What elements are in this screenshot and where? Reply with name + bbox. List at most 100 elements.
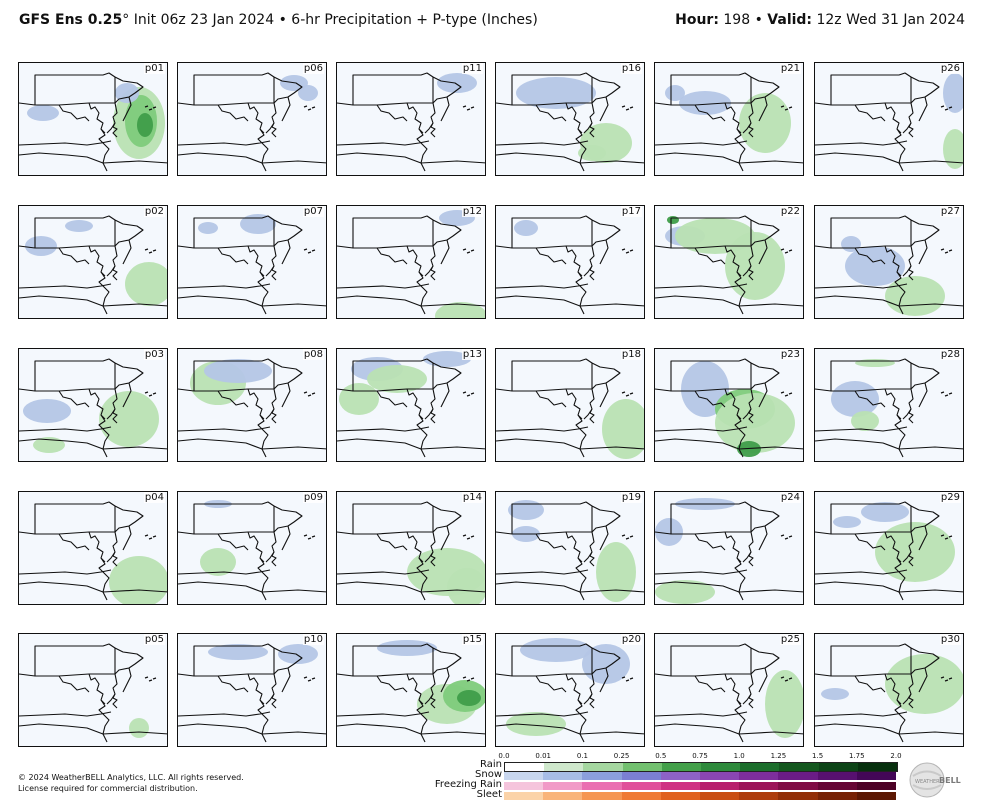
- boundary-line: [734, 271, 746, 315]
- init-time: Init 06z 23 Jan 2024: [133, 12, 275, 28]
- island-mark: [307, 394, 312, 397]
- boundary-line: [217, 104, 249, 122]
- boundary-line: [406, 245, 424, 277]
- weatherbell-logo: WEATHER BELL: [909, 762, 961, 798]
- island-mark: [940, 391, 945, 394]
- boundary-line: [122, 667, 132, 693]
- island-mark: [303, 105, 308, 108]
- rain-area: [137, 113, 153, 137]
- rain-area: [655, 580, 715, 604]
- legend-swatch: [504, 792, 544, 800]
- boundary-line: [257, 557, 269, 601]
- member-map-p01: p01: [18, 62, 168, 176]
- boundary-line: [19, 531, 36, 535]
- member-map-p12: p12: [336, 205, 486, 319]
- legend-swatch: [700, 792, 740, 800]
- boundary-line: [58, 533, 90, 551]
- member-map-svg: [337, 210, 485, 318]
- boundary-line: [738, 160, 803, 164]
- boundary-line: [694, 247, 726, 265]
- boundary-line: [742, 102, 754, 134]
- member-map-svg: [19, 358, 167, 458]
- boundary-line: [591, 219, 621, 247]
- member-label: p07: [302, 206, 324, 217]
- island-mark: [944, 537, 949, 540]
- boundary-line: [742, 673, 754, 705]
- boundary-line: [655, 102, 672, 106]
- legend-swatch: [582, 772, 622, 780]
- boundary-line: [261, 303, 326, 307]
- rain-area: [602, 399, 644, 459]
- member-map-p22: p22: [654, 205, 804, 319]
- logo-prefix: WEATHER: [915, 779, 940, 785]
- boundary-line: [337, 283, 430, 289]
- boundary-line: [337, 102, 354, 106]
- boundary-line: [440, 239, 450, 265]
- boundary-line: [261, 731, 326, 735]
- legend-swatch: [543, 782, 583, 790]
- boundary-line: [918, 96, 928, 122]
- boundary-line: [724, 673, 742, 705]
- boundary-line: [694, 104, 726, 122]
- member-label: p19: [620, 492, 642, 503]
- boundary-line: [854, 390, 886, 408]
- member-label: p03: [143, 349, 165, 360]
- island-mark: [466, 251, 471, 254]
- boundary-line: [19, 140, 112, 146]
- member-label: p12: [461, 206, 483, 217]
- boundary-line: [583, 102, 595, 134]
- island-mark: [788, 535, 793, 538]
- boundary-line: [565, 388, 583, 420]
- member-label: p13: [461, 349, 483, 360]
- legend-swatch: [856, 772, 897, 780]
- rain-area: [447, 568, 485, 604]
- boundary-line: [406, 102, 424, 134]
- boundary-line: [337, 531, 354, 535]
- boundary-line: [178, 723, 263, 735]
- boundary-line: [535, 533, 567, 551]
- boundary-line: [114, 76, 144, 104]
- member-map-svg: [178, 72, 326, 172]
- island-mark: [311, 106, 316, 109]
- boundary-line: [261, 589, 326, 593]
- boundary-line: [416, 699, 428, 743]
- member-map-svg: [496, 638, 644, 743]
- boundary-line: [496, 295, 581, 307]
- boundary-line: [738, 303, 803, 307]
- member-label: p26: [939, 63, 961, 74]
- map-title: GFS Ens 0.25° Init 06z 23 Jan 2024 • 6-h…: [19, 12, 538, 28]
- member-label: p24: [779, 492, 801, 503]
- member-map-svg: [655, 72, 803, 172]
- boundary-line: [724, 245, 742, 277]
- island-mark: [152, 677, 157, 680]
- island-mark: [462, 676, 467, 679]
- member-map-svg: [496, 358, 644, 459]
- member-map-svg: [655, 358, 803, 458]
- legend-tick: 0.75: [692, 752, 708, 760]
- island-mark: [625, 537, 630, 540]
- member-map-p21: p21: [654, 62, 804, 176]
- boundary-line: [271, 408, 277, 424]
- logo-text: BELL: [939, 776, 961, 785]
- boundary-line: [910, 647, 940, 675]
- boundary-line: [281, 96, 291, 122]
- boundary-line: [416, 271, 428, 315]
- ptype-label: Sleet: [476, 789, 502, 800]
- boundary-line: [337, 388, 354, 392]
- boundary-line: [58, 247, 90, 265]
- snow-area: [240, 214, 276, 234]
- boundary-line: [918, 239, 928, 265]
- valid-label: Valid:: [767, 12, 813, 28]
- boundary-line: [122, 96, 132, 122]
- boundary-line: [19, 438, 104, 450]
- boundary-line: [589, 408, 595, 424]
- boundary-line: [430, 408, 436, 424]
- boundary-line: [742, 245, 754, 277]
- boundary-line: [910, 219, 940, 247]
- boundary-line: [591, 362, 621, 390]
- boundary-line: [273, 362, 303, 390]
- boundary-line: [424, 388, 436, 420]
- boundary-line: [750, 219, 780, 247]
- snow-area: [679, 91, 731, 115]
- member-map-p16: p16: [495, 62, 645, 176]
